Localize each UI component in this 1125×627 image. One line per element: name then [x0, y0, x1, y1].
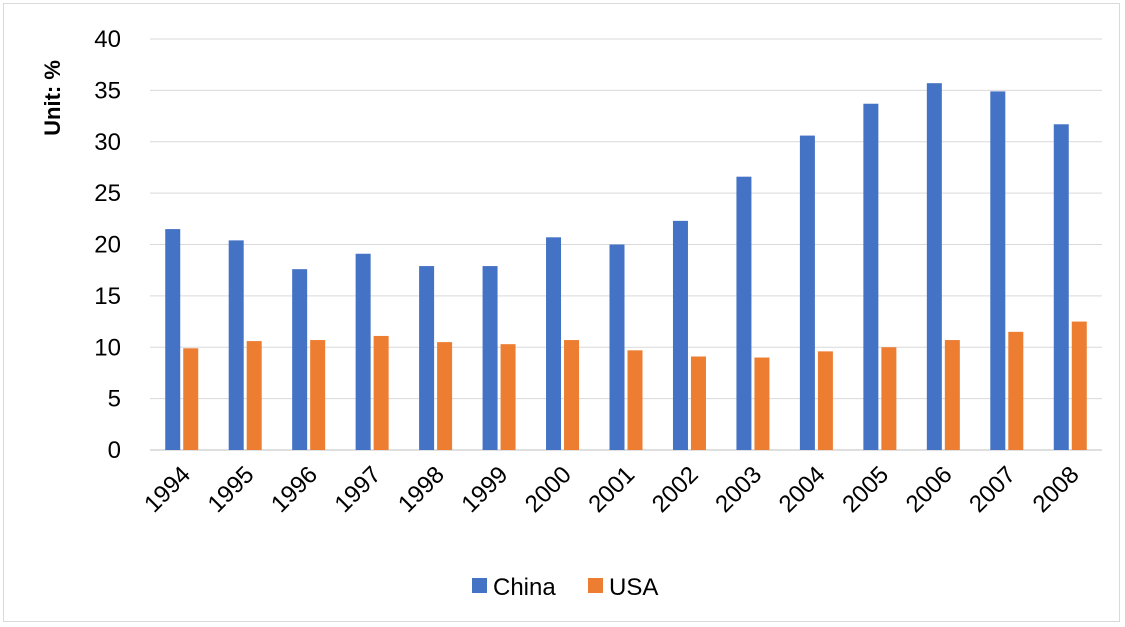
bar-usa-2006	[944, 340, 960, 450]
legend-label-usa: USA	[609, 574, 658, 601]
y-tick-label: 40	[94, 26, 121, 53]
bar-usa-2007	[1008, 331, 1024, 450]
legend-label-china: China	[493, 574, 556, 601]
x-tick-label: 1999	[456, 461, 513, 518]
x-tick-label: 2002	[647, 461, 704, 518]
bar-usa-2000	[564, 340, 580, 450]
bar-china-1997	[355, 253, 371, 450]
bar-china-1998	[419, 266, 435, 450]
bar-china-2001	[609, 244, 625, 450]
x-tick-label: 1995	[203, 461, 260, 518]
bar-china-2008	[1053, 124, 1069, 450]
bar-china-1994	[165, 229, 181, 450]
bar-china-1996	[292, 269, 308, 450]
legend-swatch-china	[472, 578, 487, 593]
y-tick-label: 15	[94, 283, 121, 310]
y-tick-label: 10	[94, 334, 121, 361]
bar-usa-2004	[817, 351, 833, 450]
bar-usa-2003	[754, 357, 770, 450]
bar-usa-1999	[500, 344, 516, 450]
bar-usa-1996	[310, 340, 326, 450]
y-tick-label: 35	[94, 77, 121, 104]
bar-china-2006	[926, 83, 942, 451]
gridlines	[150, 38, 1102, 451]
bar-china-1995	[228, 240, 244, 450]
bar-china-1999	[482, 266, 498, 450]
x-tick-label: 2000	[520, 461, 577, 518]
x-tick-label: 1994	[139, 461, 196, 518]
x-tick-label: 1997	[330, 461, 387, 518]
bar-usa-2001	[627, 350, 643, 450]
bar-usa-2002	[690, 356, 706, 450]
bar-china-2007	[990, 91, 1006, 450]
legend-swatch-usa	[588, 578, 603, 593]
x-tick-label: 1998	[393, 461, 450, 518]
x-tick-label: 2007	[964, 461, 1021, 518]
y-axis-ticks: 0 5 10 15 20 25 30 35 40	[94, 26, 121, 464]
y-tick-label: 5	[108, 386, 121, 413]
bars	[165, 83, 1087, 451]
x-tick-label: 2003	[710, 461, 767, 518]
bar-china-2004	[799, 135, 815, 450]
bar-china-2002	[672, 220, 688, 450]
bar-china-2000	[546, 237, 562, 450]
bar-usa-1995	[246, 341, 262, 450]
bar-usa-2008	[1071, 321, 1087, 450]
x-axis-ticks: 1994 1995 1996 1997 1998 1999 2000 2001 2002 2003…	[139, 461, 1084, 518]
bar-china-2003	[736, 176, 752, 450]
y-axis-label: Unit: %	[40, 60, 65, 136]
bar-usa-1997	[373, 335, 389, 450]
x-tick-label: 2008	[1028, 461, 1085, 518]
chart-border	[3, 3, 1120, 622]
y-tick-label: 0	[108, 437, 121, 464]
y-tick-label: 30	[94, 129, 121, 156]
legend: China USA	[472, 574, 658, 601]
x-tick-label: 2006	[901, 461, 958, 518]
y-tick-label: 20	[94, 232, 121, 259]
bar-china-2005	[863, 103, 879, 451]
y-tick-label: 25	[94, 180, 121, 207]
bar-usa-1998	[437, 342, 453, 450]
x-tick-label: 1996	[266, 461, 323, 518]
bar-usa-2005	[881, 347, 897, 450]
bar-usa-1994	[183, 348, 199, 450]
x-tick-label: 2005	[837, 461, 894, 518]
x-tick-label: 2001	[583, 461, 640, 518]
x-tick-label: 2004	[774, 461, 831, 518]
